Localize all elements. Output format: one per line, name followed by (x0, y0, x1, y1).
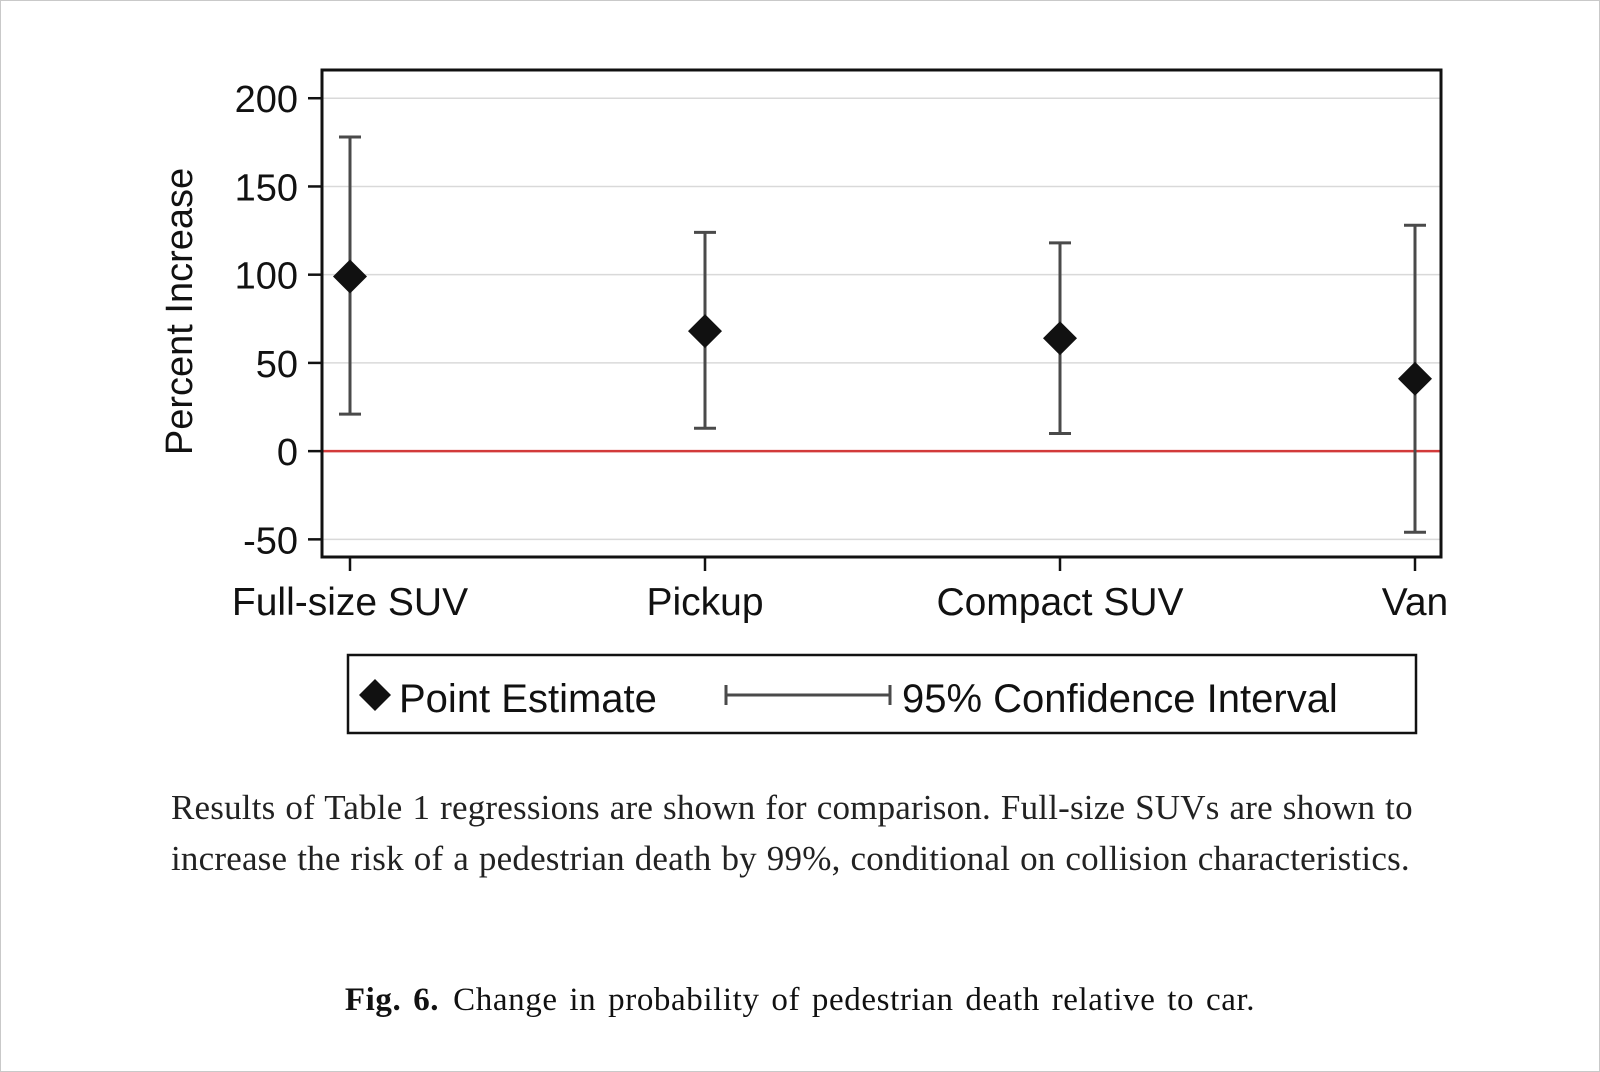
point-estimate-marker (1398, 361, 1432, 396)
y-axis-label: Percent Increase (159, 168, 201, 455)
point-estimate-marker (1043, 321, 1077, 356)
figure-caption: Results of Table 1 regressions are shown… (171, 788, 1413, 878)
x-tick-label: Compact SUV (936, 581, 1183, 624)
chart: 200 150 100 50 0 -50 Full-size SUV Pickup Compa… (159, 68, 1448, 735)
legend-label-point-estimate: Point Estimate (399, 677, 657, 721)
point-estimate-marker (688, 314, 722, 349)
legend: Point Estimate 95% Confidence Interval (346, 653, 1418, 735)
y-tick-label: 0 (277, 432, 298, 474)
x-tick-label: Pickup (646, 581, 763, 624)
y-tick-label: -50 (243, 520, 298, 562)
x-tick-label: Full-size SUV (232, 581, 468, 624)
y-tick-label: 150 (235, 167, 298, 209)
figure-title-line: Fig. 6. Change in probability of pedestri… (0, 982, 1600, 1019)
figure-title: Change in probability of pedestrian deat… (453, 982, 1256, 1018)
figure-label: Fig. 6. (344, 982, 440, 1018)
legend-label-confidence-interval: 95% Confidence Interval (902, 677, 1338, 721)
y-tick-label: 200 (235, 79, 298, 121)
x-tick-label: Van (1382, 581, 1449, 624)
x-axis: Full-size SUV Pickup Compact SUV Van (232, 557, 1448, 624)
legend-diamond-icon (359, 679, 391, 711)
error-bars (339, 135, 1426, 534)
gridlines (322, 97, 1441, 541)
legend-ci-icon (724, 685, 892, 705)
y-tick-label: 50 (256, 344, 298, 386)
point-estimate-marker (333, 259, 367, 294)
point-estimates (333, 259, 1432, 396)
y-axis: 200 150 100 50 0 -50 (235, 79, 322, 562)
plot-area (320, 68, 1443, 559)
y-tick-label: 100 (235, 256, 298, 298)
